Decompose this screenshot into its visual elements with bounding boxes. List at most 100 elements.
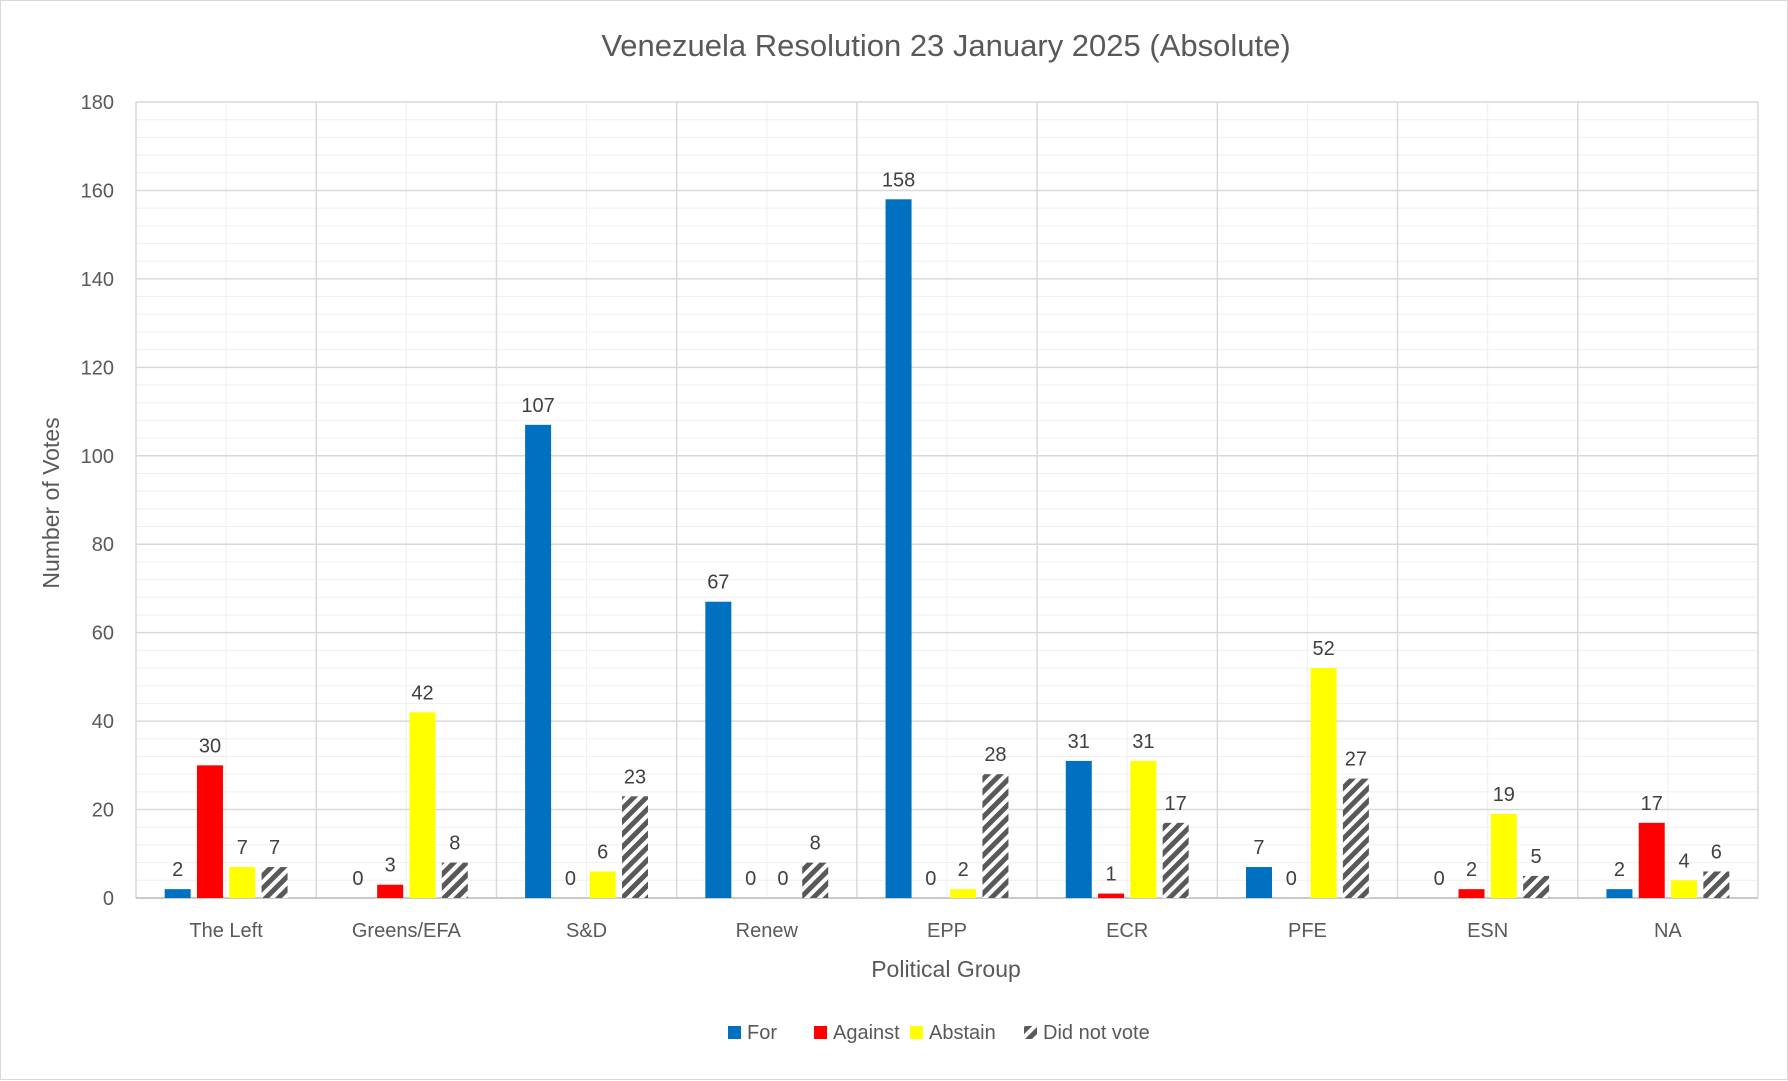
data-label: 0 [777, 868, 788, 890]
chart-title: Venezuela Resolution 23 January 2025 (Ab… [601, 28, 1290, 63]
data-label: 7 [237, 837, 248, 859]
data-label: 2 [1466, 859, 1477, 881]
y-tick-label: 60 [92, 623, 114, 645]
bar-ecr-for [1065, 760, 1092, 898]
legend-label: Abstain [929, 1022, 996, 1044]
grid [135, 101, 1759, 899]
y-tick-label: 0 [103, 888, 114, 910]
bar-s-d-abstain [589, 871, 616, 898]
data-label: 0 [352, 868, 363, 890]
x-tick-label: EPP [927, 920, 967, 942]
bar-na-for [1606, 889, 1633, 898]
data-label: 0 [925, 868, 936, 890]
data-label: 6 [597, 841, 608, 863]
data-label: 1 [1106, 864, 1117, 886]
bar-na-against [1638, 822, 1665, 898]
x-tick-label: ECR [1106, 920, 1148, 942]
x-axis-ticks: The Left Greens/EFA S&D Renew EPP ECR PFE ESN NA [189, 920, 1682, 942]
data-label: 19 [1493, 784, 1515, 806]
bar-epp-abstain [950, 889, 977, 898]
data-label: 17 [1165, 793, 1187, 815]
legend-label: For [747, 1022, 777, 1044]
bar-the-left-against [196, 765, 223, 898]
x-tick-label: Greens/EFA [352, 920, 462, 942]
bar-esn-abstain [1490, 813, 1517, 898]
x-tick-label: PFE [1288, 920, 1327, 942]
y-axis-title: Number of Votes [38, 417, 64, 588]
data-label: 0 [565, 868, 576, 890]
data-label: 17 [1641, 793, 1663, 815]
data-label: 30 [199, 735, 221, 757]
data-label: 5 [1531, 846, 1542, 868]
x-tick-label: S&D [566, 920, 607, 942]
data-label: 0 [745, 868, 756, 890]
legend-swatch [910, 1026, 923, 1039]
bar-pfe-did-not-vote [1342, 778, 1369, 898]
data-label: 52 [1312, 638, 1334, 660]
bar-s-d-for [525, 424, 552, 898]
legend-label: Did not vote [1043, 1022, 1150, 1044]
bar-epp-did-not-vote [982, 774, 1009, 898]
x-tick-label: The Left [189, 920, 263, 942]
bar-s-d-did-not-vote [622, 796, 649, 898]
bar-na-did-not-vote [1703, 871, 1730, 898]
bar-epp-for [885, 199, 912, 899]
data-label: 42 [411, 682, 433, 704]
data-label: 2 [1614, 859, 1625, 881]
bar-esn-against [1458, 889, 1485, 898]
y-tick-label: 120 [81, 357, 114, 379]
bar-renew-did-not-vote [802, 862, 829, 898]
data-label: 8 [449, 833, 460, 855]
y-tick-label: 40 [92, 711, 114, 733]
data-label: 4 [1678, 850, 1689, 872]
bar-greens-efa-against [377, 884, 404, 898]
bar-ecr-did-not-vote [1162, 822, 1189, 898]
y-tick-label: 140 [81, 269, 114, 291]
bar-the-left-abstain [229, 867, 256, 898]
data-label: 158 [882, 169, 915, 191]
bar-ecr-abstain [1130, 760, 1157, 898]
bar-the-left-did-not-vote [261, 867, 288, 898]
data-label: 107 [521, 395, 554, 417]
bars [164, 199, 1730, 899]
data-label: 7 [1253, 837, 1264, 859]
data-label: 2 [172, 859, 183, 881]
bar-na-abstain [1671, 880, 1698, 898]
legend-swatch [728, 1026, 741, 1039]
bar-pfe-abstain [1310, 668, 1337, 898]
legend-swatch [1024, 1026, 1037, 1039]
data-label: 27 [1345, 749, 1367, 771]
x-tick-label: NA [1654, 920, 1682, 942]
bar-esn-did-not-vote [1523, 875, 1550, 898]
y-tick-label: 180 [81, 92, 114, 114]
bar-ecr-against [1098, 893, 1125, 898]
legend: For Against Abstain Did not vote [728, 1022, 1150, 1044]
y-tick-label: 100 [81, 446, 114, 468]
data-label: 7 [269, 837, 280, 859]
data-label: 2 [958, 859, 969, 881]
data-label: 67 [707, 572, 729, 594]
data-label: 8 [810, 833, 821, 855]
data-label: 31 [1132, 731, 1154, 753]
y-axis-ticks: 0 20 40 60 80 100 120 140 160 180 [81, 92, 114, 910]
bar-greens-efa-abstain [409, 712, 436, 898]
x-tick-label: ESN [1467, 920, 1508, 942]
data-label: 3 [385, 855, 396, 877]
bar-greens-efa-did-not-vote [441, 862, 468, 898]
x-axis-title: Political Group [871, 956, 1021, 982]
data-label: 0 [1286, 868, 1297, 890]
data-label: 0 [1434, 868, 1445, 890]
data-label: 23 [624, 766, 646, 788]
y-tick-label: 20 [92, 800, 114, 822]
y-tick-label: 160 [81, 180, 114, 202]
x-tick-label: Renew [736, 920, 799, 942]
bar-renew-for [705, 601, 732, 898]
data-label: 6 [1711, 841, 1722, 863]
legend-label: Against [833, 1022, 900, 1044]
legend-swatch [814, 1026, 827, 1039]
data-label: 31 [1068, 731, 1090, 753]
data-label: 28 [984, 744, 1006, 766]
